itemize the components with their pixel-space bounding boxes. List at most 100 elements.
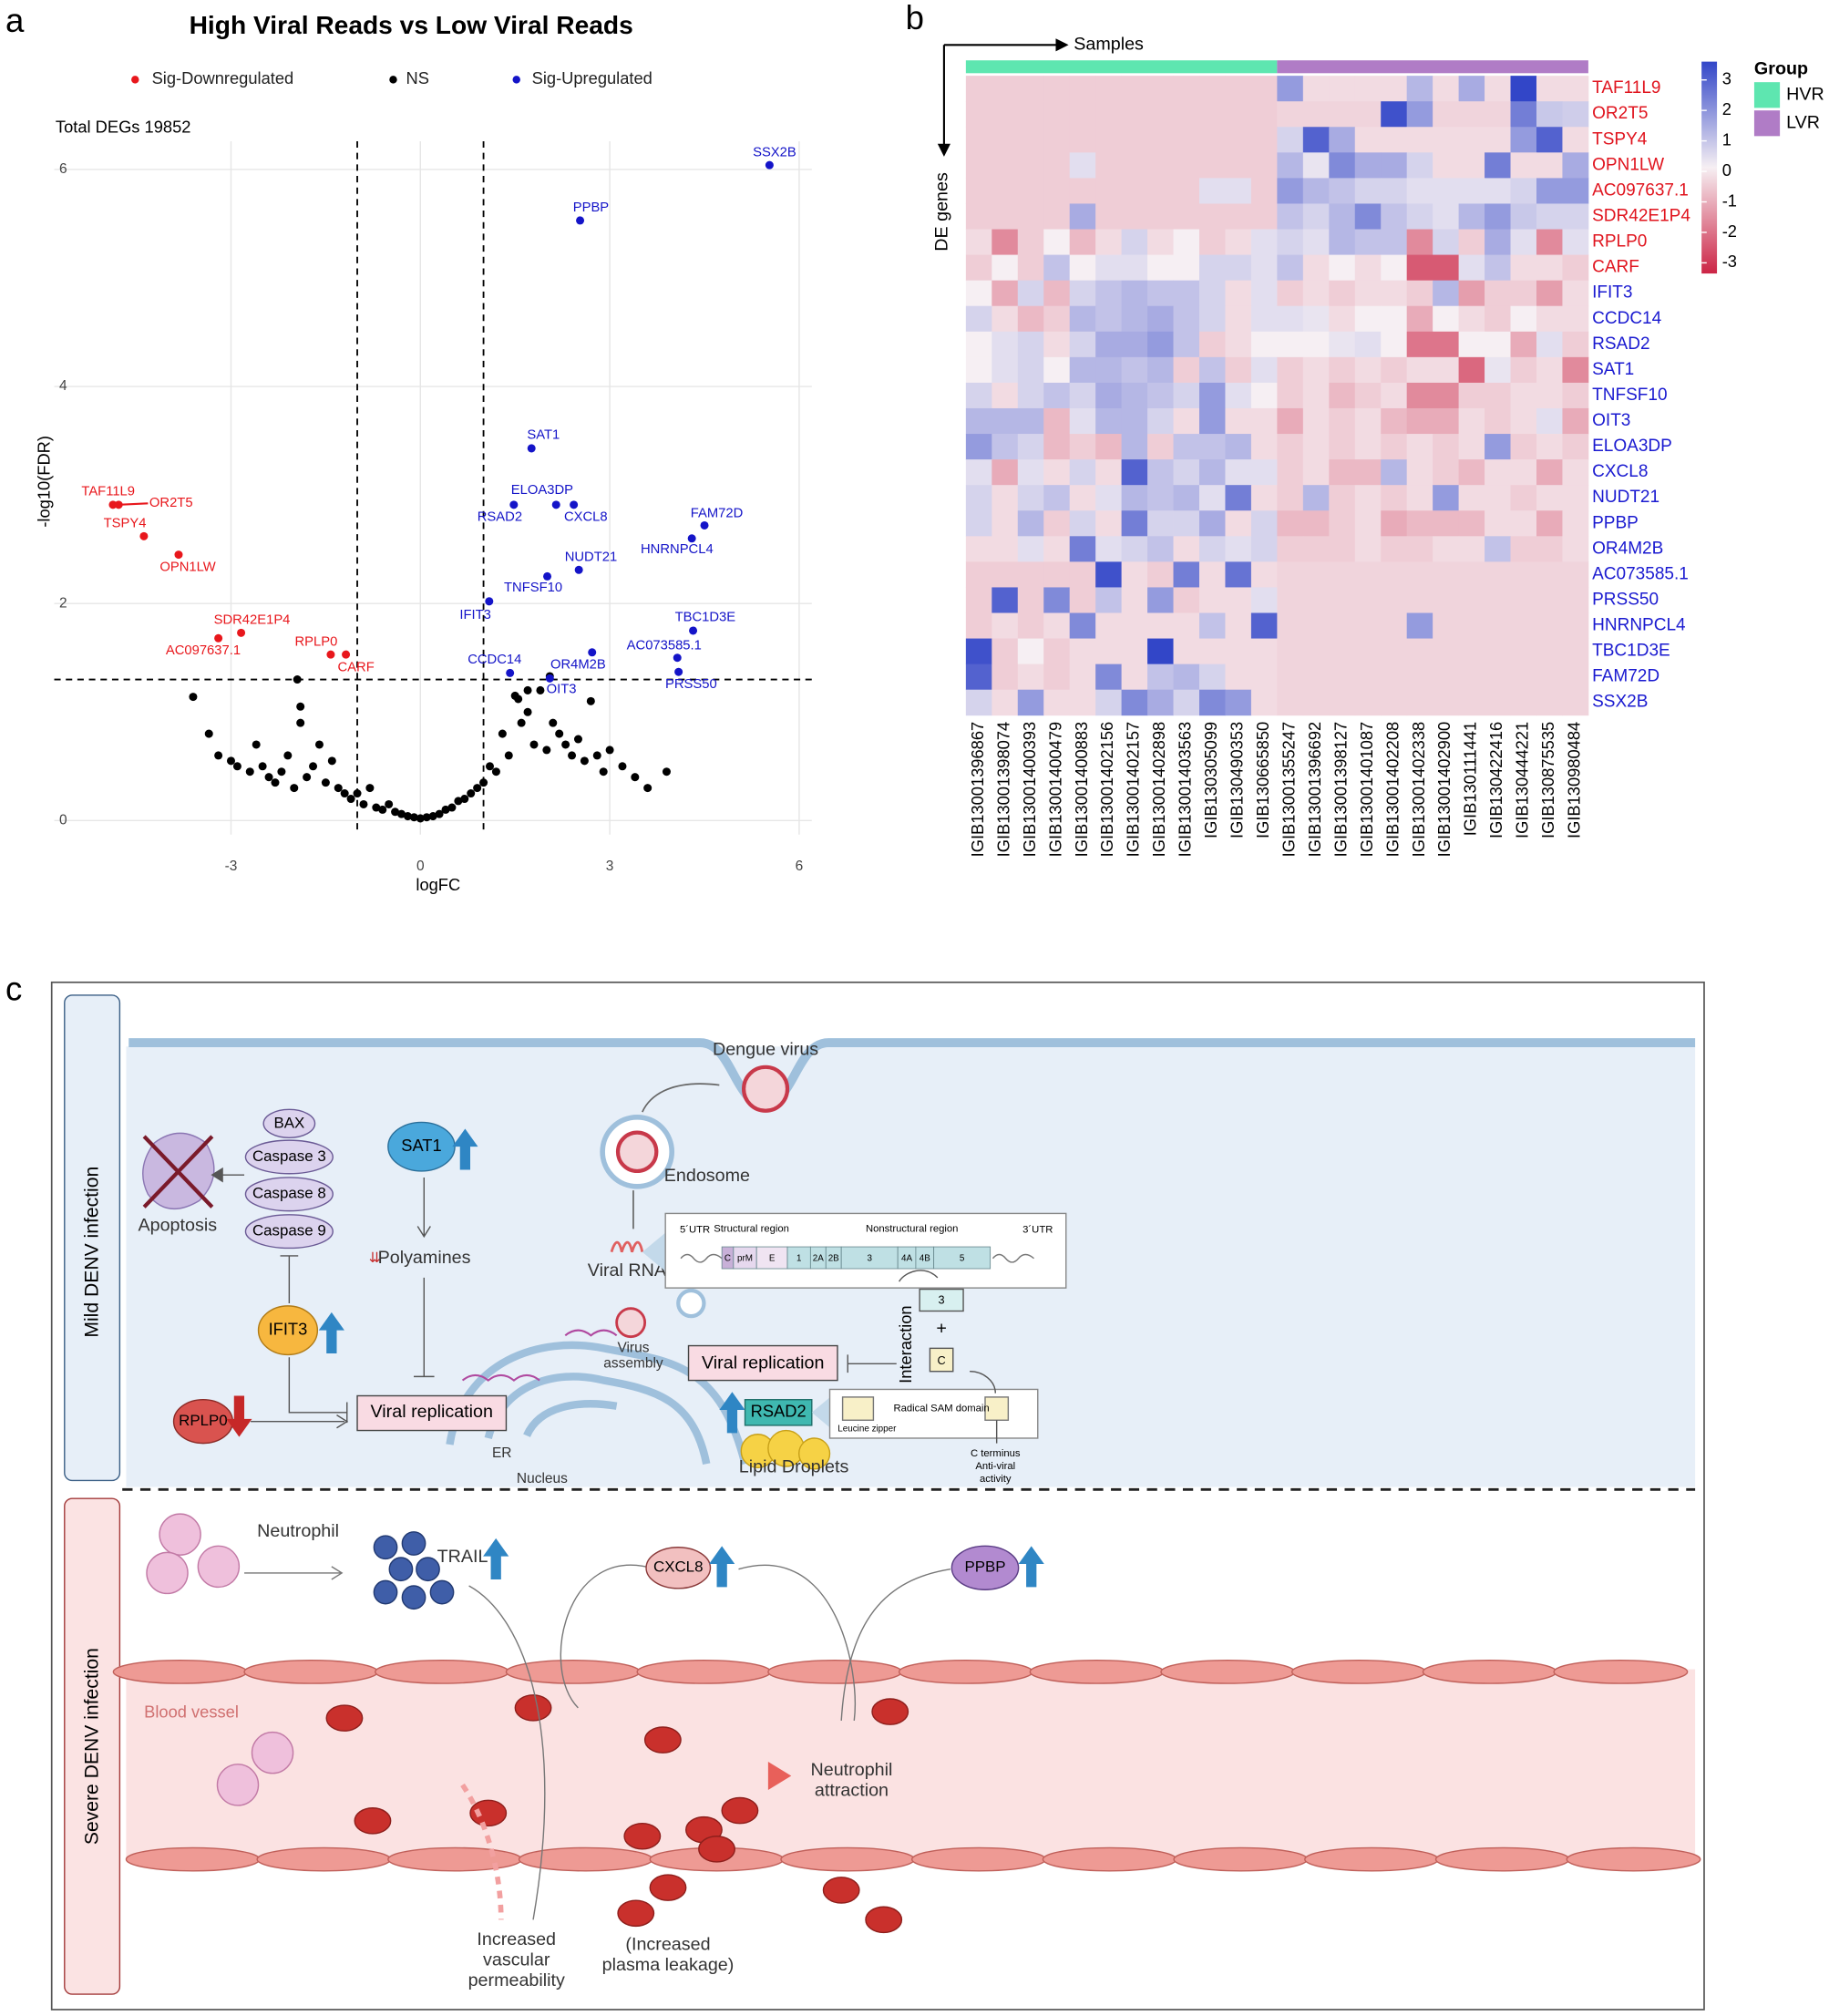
cell	[1510, 407, 1537, 435]
cell	[1017, 203, 1044, 230]
cell	[1043, 485, 1071, 511]
cell	[1381, 76, 1408, 102]
cell	[1510, 127, 1537, 153]
point	[498, 729, 507, 738]
cell	[992, 127, 1019, 153]
cell	[1510, 101, 1537, 128]
cell	[1458, 459, 1485, 486]
cell	[1277, 459, 1304, 486]
point	[485, 762, 495, 771]
panel-label: b	[906, 0, 924, 36]
endothelial-cell	[780, 1846, 916, 1872]
cell	[1198, 229, 1226, 256]
endothelial-cell	[1434, 1846, 1570, 1872]
label: IFIT3	[269, 1319, 308, 1338]
cell	[1406, 127, 1433, 153]
down-arrow	[226, 1395, 252, 1437]
label: Caspase 8	[252, 1185, 326, 1202]
cell	[1121, 254, 1148, 282]
cell	[1121, 152, 1148, 179]
cell	[1069, 305, 1096, 333]
cell	[1536, 587, 1563, 613]
x-tick-label: 0	[416, 859, 425, 874]
label-line: Virus	[617, 1340, 649, 1355]
cell	[1069, 407, 1096, 435]
endothelial-cell	[898, 1660, 1033, 1684]
endothelial-cell	[1566, 1846, 1701, 1872]
cell	[1510, 510, 1537, 537]
row-axis-label: DE genes	[932, 172, 952, 252]
point	[258, 762, 267, 771]
cell	[1458, 76, 1485, 102]
cell	[1354, 152, 1382, 179]
point	[139, 531, 149, 540]
cell	[1562, 203, 1589, 230]
cell	[965, 178, 992, 204]
cell	[1277, 203, 1304, 230]
cell	[1121, 434, 1148, 460]
row-label: CARF	[1592, 258, 1639, 277]
cell	[1225, 127, 1252, 153]
point	[174, 550, 183, 560]
cell	[992, 229, 1019, 256]
cell	[1458, 356, 1485, 384]
cell	[1329, 203, 1356, 230]
cell	[965, 536, 992, 562]
cell	[1043, 101, 1071, 128]
segment-label: E	[769, 1253, 776, 1263]
label-line: attraction	[815, 1781, 889, 1801]
point-label: SDR42E1P4	[214, 612, 291, 627]
row-label: TBC1D3E	[1592, 642, 1670, 661]
row-label: NUDT21	[1592, 488, 1659, 507]
cell	[1147, 280, 1174, 307]
cell	[1043, 203, 1071, 230]
cell	[1354, 331, 1382, 358]
cell	[1562, 76, 1589, 102]
cell	[1173, 510, 1200, 537]
cell	[1277, 510, 1304, 537]
cell	[1225, 229, 1252, 256]
caspase	[244, 1139, 334, 1175]
cell	[1485, 280, 1511, 307]
cell	[1095, 331, 1123, 358]
label: Viral RNA	[588, 1260, 667, 1281]
cell	[1147, 127, 1174, 153]
cell	[1302, 485, 1330, 511]
cell	[1510, 612, 1537, 639]
cell	[1095, 382, 1123, 409]
cell	[1250, 510, 1278, 537]
cell	[965, 280, 992, 307]
point	[454, 797, 463, 806]
cell	[965, 203, 992, 230]
cell	[1329, 434, 1356, 460]
cell	[1406, 178, 1433, 204]
panel-c: c Mild DENV infection Severe DENV infect…	[5, 970, 1705, 2011]
cell	[1354, 76, 1382, 102]
cell	[1069, 587, 1096, 613]
cell	[1225, 638, 1252, 665]
cell	[1043, 663, 1071, 691]
cell	[1043, 178, 1071, 204]
point	[506, 668, 515, 677]
cell	[1043, 536, 1071, 562]
segment-label: 3	[867, 1253, 872, 1263]
cell	[1095, 612, 1123, 639]
virus	[615, 1307, 647, 1339]
cell	[1406, 587, 1433, 613]
point	[568, 751, 577, 760]
cell	[1043, 356, 1071, 384]
cell	[1536, 638, 1563, 665]
cell	[1302, 382, 1330, 409]
trail	[388, 1557, 414, 1582]
cell	[1381, 561, 1408, 588]
point	[277, 767, 286, 777]
cell	[1329, 638, 1356, 665]
cell	[1458, 587, 1485, 613]
cell	[1095, 229, 1123, 256]
cell	[1485, 612, 1511, 639]
cell	[1562, 485, 1589, 511]
cell	[1329, 280, 1356, 307]
cell	[1354, 485, 1382, 511]
cell	[1354, 229, 1382, 256]
